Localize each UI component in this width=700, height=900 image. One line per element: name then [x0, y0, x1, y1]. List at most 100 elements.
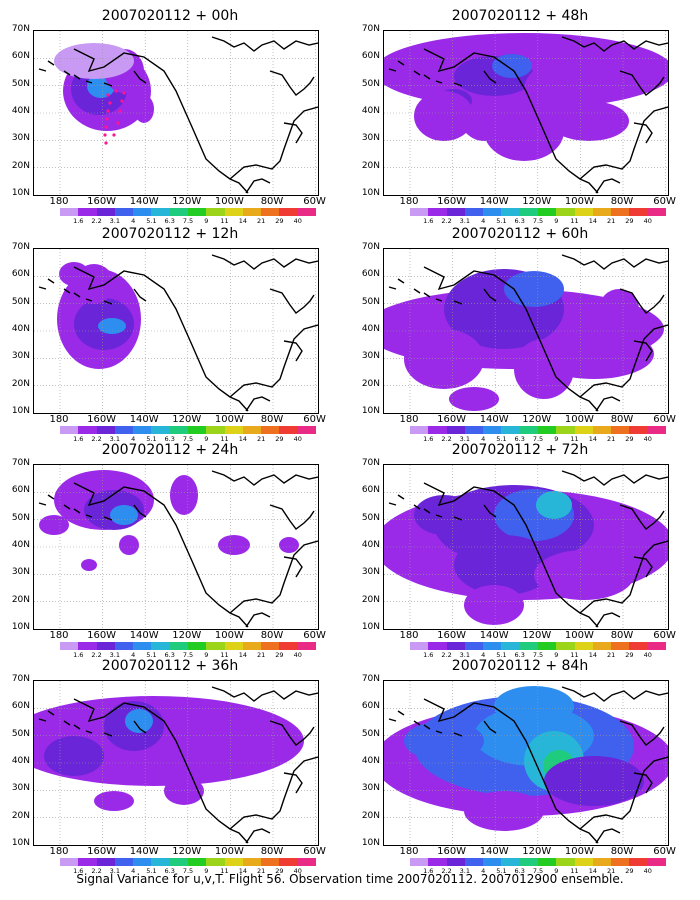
- latitude-label: 30N: [11, 133, 30, 144]
- colorbar-label: 29: [275, 435, 284, 443]
- coastline: [561, 470, 668, 486]
- colorbar: [410, 642, 666, 650]
- coastlines: [38, 686, 318, 844]
- colorbar-swatch: [428, 208, 447, 216]
- colorbar-swatch: [592, 208, 612, 216]
- latitude-label: 60N: [361, 51, 380, 62]
- colorbar-swatch: [647, 426, 666, 434]
- colorbar-swatch: [78, 858, 97, 866]
- colorbar: [60, 858, 316, 866]
- coastlines: [388, 686, 668, 844]
- longitude-label: 140W: [129, 630, 159, 641]
- coastline: [579, 540, 668, 614]
- colorbar-label: 5.1: [146, 435, 157, 443]
- panel-84h: 2007020112 + 84h 70N 60N 50N 40N 30N 20N 10N 180…: [350, 658, 690, 875]
- colorbar-swatch: [187, 642, 207, 650]
- latitude-label: 70N: [11, 242, 30, 252]
- coastlines: [38, 470, 318, 628]
- colorbar-label: 29: [625, 217, 634, 225]
- coastline: [229, 106, 318, 180]
- colorbar-label: 6.3: [514, 867, 525, 875]
- longitude-label: 120W: [172, 196, 202, 207]
- colorbar-label: 3.1: [109, 651, 121, 659]
- colorbar-label: 40: [293, 651, 302, 659]
- longitude-label: 80W: [260, 846, 284, 857]
- variance-contour: [492, 54, 532, 78]
- longitude-label: 120W: [172, 846, 202, 857]
- colorbar-label: 6.3: [164, 651, 175, 659]
- coastlines: [388, 470, 668, 628]
- variance-contour: [110, 505, 138, 525]
- latitude-label: 30N: [11, 783, 30, 794]
- map-plot: [33, 680, 319, 846]
- colorbar-swatch: [464, 642, 484, 650]
- longitude-label: 140W: [479, 846, 509, 857]
- colorbar-swatch: [261, 642, 280, 650]
- coastline: [211, 470, 318, 486]
- colorbar-label: 14: [238, 651, 247, 659]
- longitude-label: 140W: [479, 196, 509, 207]
- coastline: [561, 36, 668, 52]
- latitude-label: 70N: [11, 674, 30, 684]
- colorbar-label: 3.1: [459, 651, 471, 659]
- coastline: [38, 710, 55, 722]
- colorbar-labels: 1.6 2.2 3.1 4 5.1 6.3 7.5 9 11 14 21 29 40: [410, 867, 666, 877]
- longitude-label: 120W: [172, 630, 202, 641]
- colorbar-label: 9: [554, 217, 559, 225]
- flight-observation-marker: [118, 109, 122, 113]
- colorbar-swatch: [446, 426, 465, 434]
- colorbar-label: 29: [625, 651, 634, 659]
- coastline: [63, 288, 113, 305]
- colorbar-label: 11: [220, 435, 229, 443]
- colorbar: [60, 208, 316, 216]
- colorbar: [410, 858, 666, 866]
- map-canvas: [384, 31, 668, 195]
- variance-contour: [81, 559, 97, 571]
- longitude-label: 60W: [653, 196, 676, 207]
- colorbar-labels: 1.6 2.2 3.1 4 5.1 6.3 7.5 9 11 14 21 29 40: [60, 435, 316, 445]
- colorbar-swatch: [537, 642, 557, 650]
- longitude-label: 100W: [214, 414, 244, 425]
- coastline: [619, 288, 665, 314]
- panel-title: 2007020112 + 72h: [451, 442, 589, 458]
- variance-shading: [54, 43, 154, 131]
- coastline: [63, 70, 113, 87]
- colorbar-label: 21: [257, 435, 266, 443]
- longitude-label: 60W: [653, 846, 676, 857]
- colorbar-label: 9: [204, 651, 209, 659]
- colorbar-swatch: [261, 208, 280, 216]
- colorbar-swatch: [60, 426, 79, 434]
- colorbar-label: 6.3: [514, 651, 525, 659]
- variance-contour: [54, 43, 134, 79]
- longitude-label: 100W: [214, 196, 244, 207]
- flight-observation-marker: [108, 101, 112, 105]
- latitude-label: 20N: [11, 594, 30, 605]
- colorbar-swatch: [133, 426, 152, 434]
- colorbar-labels: 1.6 2.2 3.1 4 5.1 6.3 7.5 9 11 14 21 29 40: [410, 217, 666, 227]
- variance-shading: [39, 470, 299, 571]
- latitude-label: 30N: [11, 351, 30, 362]
- colorbar-swatch: [297, 642, 316, 650]
- coastline: [283, 556, 303, 578]
- longitude-label: 180: [399, 846, 419, 857]
- coastline: [579, 324, 668, 398]
- colorbar-swatch: [78, 642, 97, 650]
- coastline: [283, 772, 303, 794]
- colorbar-swatch: [556, 208, 575, 216]
- latitude-label: 50N: [361, 728, 380, 739]
- colorbar-label: 9: [554, 435, 559, 443]
- coastline: [388, 494, 405, 506]
- coastline: [283, 340, 303, 362]
- variance-contour: [544, 756, 644, 806]
- colorbar-label: 11: [220, 651, 229, 659]
- variance-shading: [384, 485, 668, 625]
- colorbar-label: 21: [607, 867, 616, 875]
- map-canvas: [384, 681, 668, 845]
- coastline: [619, 70, 665, 96]
- map-canvas: [34, 31, 318, 195]
- colorbar-swatch: [60, 642, 79, 650]
- colorbar-swatch: [537, 208, 557, 216]
- colorbar-label: 5.1: [496, 651, 507, 659]
- colorbar-label: 9: [204, 867, 209, 875]
- colorbar-swatch: [297, 858, 316, 866]
